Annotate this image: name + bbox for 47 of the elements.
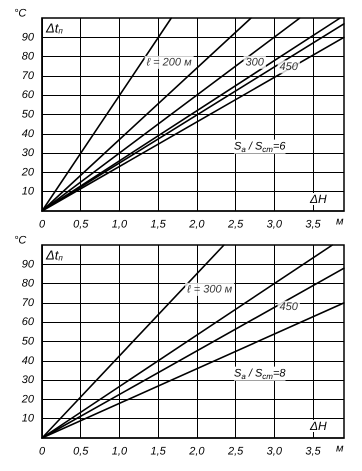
y-tick-label: 70 <box>22 296 35 309</box>
text: °C <box>14 234 26 246</box>
y-axis-title: Δtп <box>45 248 64 262</box>
y-tick-label: 70 <box>22 70 35 82</box>
x-tick-label: 2,0 <box>188 446 206 458</box>
x-tick-label: 0 <box>38 218 46 230</box>
text: °C <box>14 8 26 20</box>
x-tick-label: 3,5 <box>305 218 322 230</box>
y-tick-label: 50 <box>22 108 35 120</box>
y-tick-label: 90 <box>22 258 35 270</box>
x-tick-label: 0,5 <box>73 446 90 458</box>
y-axis-title: Δtп <box>45 20 64 36</box>
y-tick-label: 30 <box>22 374 35 386</box>
x-tick-label: 3,5 <box>305 446 322 458</box>
y-tick-label: 10 <box>22 412 35 425</box>
y-tick-label: 30 <box>22 147 35 160</box>
series-label: 450 <box>280 301 299 314</box>
x-tick-label: 1,5 <box>150 218 167 230</box>
series-label: ℓ = 200 м <box>146 56 192 68</box>
x-tick-label: 1,0 <box>112 446 128 458</box>
x-tick-label: 1,0 <box>112 218 128 230</box>
series-label: ℓ = 300 м <box>186 283 233 296</box>
y-tick-label: 20 <box>20 393 35 406</box>
y-tick-label: 10 <box>22 186 35 198</box>
x-tick-label: 0,5 <box>73 218 90 230</box>
y-tick-label: 50 <box>22 336 35 348</box>
x-axis-title: ΔH <box>309 192 328 206</box>
x-tick-label: 2,5 <box>226 446 244 458</box>
y-tick-label: 60 <box>22 89 35 102</box>
x-tick-label: 2,5 <box>226 218 244 230</box>
y-tick-label: 40 <box>22 128 35 140</box>
y-tick-label: 80 <box>22 278 35 290</box>
series-label: 300 <box>246 56 265 68</box>
text: м <box>336 216 344 228</box>
x-tick-label: 3,0 <box>266 218 283 230</box>
y-tick-label: 20 <box>20 166 35 178</box>
series-label: 450 <box>280 60 299 73</box>
x-tick-label: 1,5 <box>150 446 167 458</box>
x-tick-label: 3,0 <box>266 446 283 458</box>
text: м <box>336 442 344 454</box>
x-tick-label: 0 <box>38 446 46 458</box>
y-tick-label: 90 <box>22 31 35 44</box>
y-tick-label: 60 <box>22 316 35 328</box>
x-axis-title: ΔH <box>309 419 328 433</box>
y-tick-label: 40 <box>22 354 35 367</box>
x-tick-label: 2,0 <box>188 218 206 230</box>
y-tick-label: 80 <box>22 50 35 63</box>
